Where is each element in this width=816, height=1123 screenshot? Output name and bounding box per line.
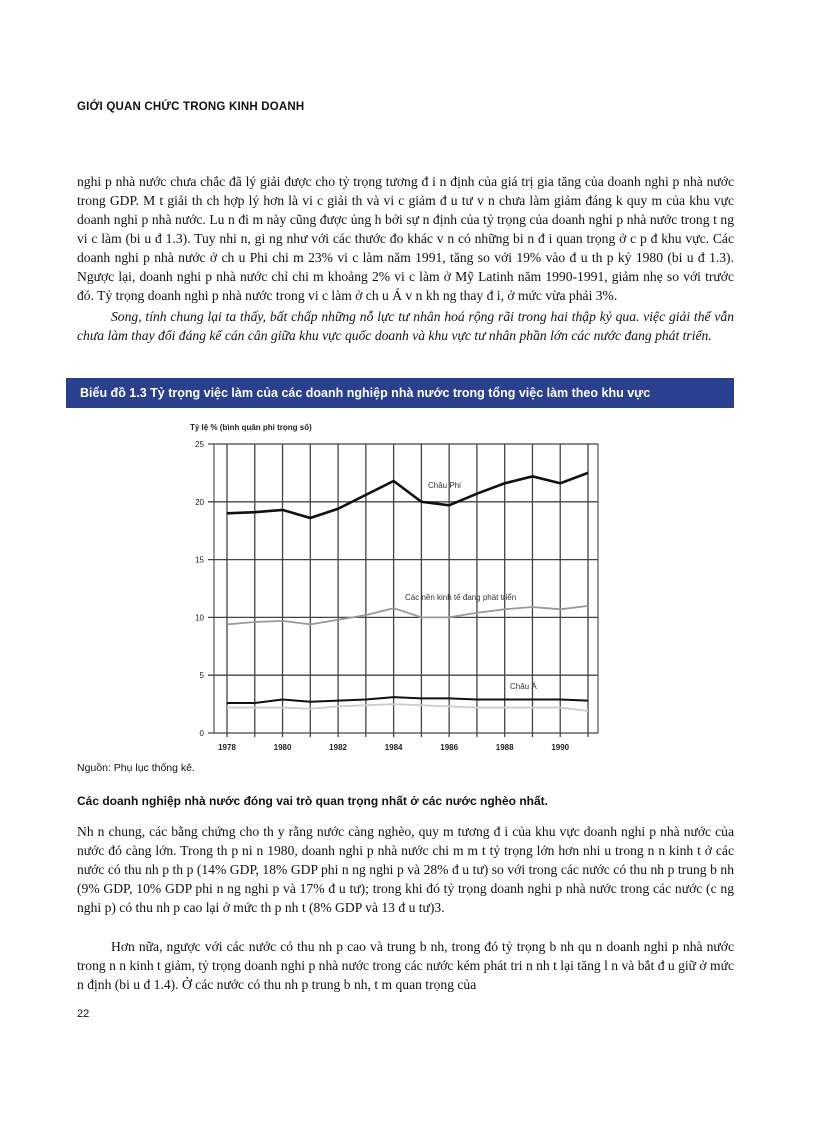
series-label: Các nền kinh tế đang phát triển <box>405 593 516 602</box>
x-tick-label: 1980 <box>274 743 292 752</box>
x-tick-label: 1978 <box>218 743 236 752</box>
paragraph-italic: Song, tính chung lại ta thấy, bất chấp n… <box>77 309 734 343</box>
figure-title-banner: Biểu đồ 1.3 Tỷ trọng việc làm của các do… <box>66 378 734 408</box>
plot-frame <box>213 443 599 734</box>
line-chart: 0 5 10 15 20 25 1978 1980 1982 1984 1986 1988 1990 Tỷ… <box>190 423 599 752</box>
x-tick-label: 1990 <box>551 743 569 752</box>
page-number: 22 <box>77 1008 90 1020</box>
y-axis-label: Tỷ lệ % (bình quân phi trọng số) <box>190 423 312 432</box>
paragraph: nghi p nhà nước chưa chắc đã lý giải đượ… <box>77 174 734 303</box>
series-line <box>226 604 589 626</box>
x-tick-label: 1988 <box>496 743 514 752</box>
x-tick-label: 1984 <box>385 743 403 752</box>
paragraph: Nh n chung, các bằng chứng cho th y rằng… <box>77 824 734 915</box>
running-header: GIỚI QUAN CHỨC TRONG KINH DOANH <box>77 101 305 113</box>
y-tick-label: 15 <box>195 556 204 565</box>
y-tick-label: 10 <box>195 613 204 622</box>
series-label: Châu Phi <box>428 481 461 490</box>
series-line <box>226 471 589 520</box>
series-line <box>227 696 589 704</box>
paragraph: Hơn nữa, ngược với các nước có thu nh p … <box>77 939 734 992</box>
series-label: Châu Á <box>510 682 537 691</box>
x-tick-label: 1982 <box>329 743 347 752</box>
figure-source: Nguồn: Phụ lục thống kê. <box>77 762 195 774</box>
series-line <box>227 703 589 712</box>
y-tick-label: 0 <box>200 729 205 738</box>
y-tick-label: 20 <box>195 498 204 507</box>
y-tick-label: 25 <box>195 440 204 449</box>
y-tick-label: 5 <box>200 671 205 680</box>
x-tick-label: 1986 <box>440 743 458 752</box>
section-heading: Các doanh nghiệp nhà nước đóng vai trò q… <box>77 794 548 808</box>
